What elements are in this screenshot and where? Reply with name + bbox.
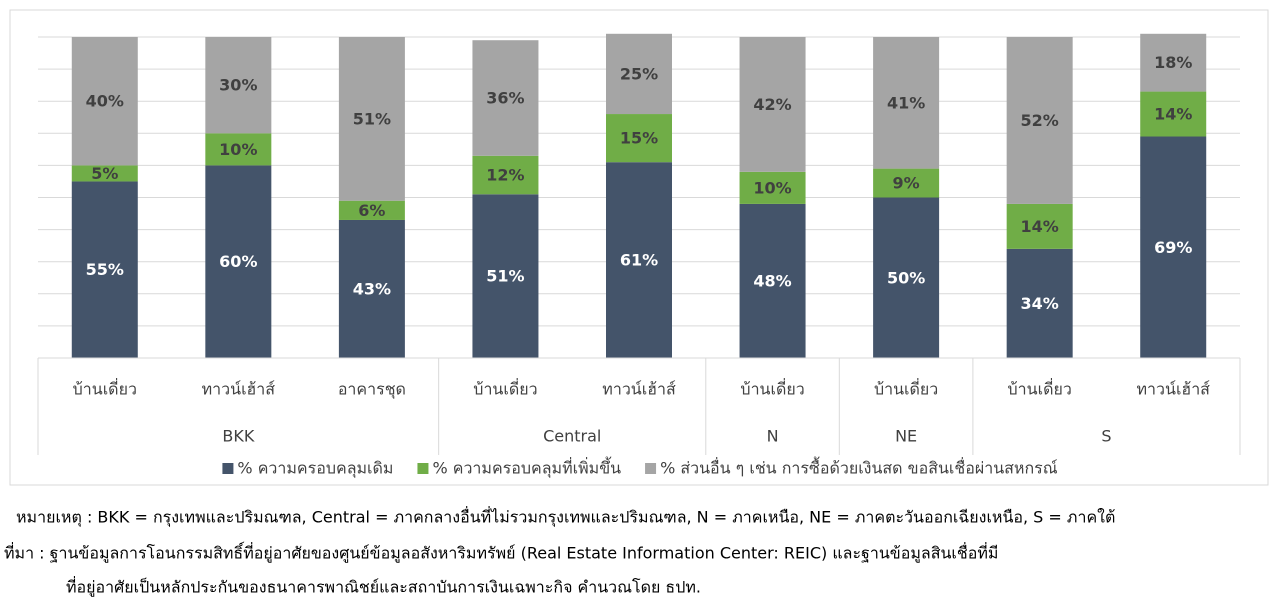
value-label: 25% — [620, 64, 658, 83]
x-tick-label: บ้านเดี่ยว — [473, 378, 537, 399]
value-label: 5% — [91, 164, 118, 183]
value-label: 43% — [353, 279, 391, 298]
bar-segment — [1140, 136, 1207, 358]
bar-segment — [1006, 37, 1073, 204]
x-tick-label: บ้านเดี่ยว — [73, 378, 137, 399]
group-label: N — [767, 427, 779, 446]
bar-segment — [338, 200, 405, 220]
group-label: BKK — [222, 427, 254, 446]
value-label: 34% — [1021, 294, 1059, 313]
value-label: 15% — [620, 129, 658, 148]
note: ที่มา : ฐานข้อมูลการโอนกรรมสิทธิ์ที่อยู่… — [4, 542, 998, 564]
value-label: 51% — [353, 109, 391, 128]
bar-segment — [472, 155, 539, 195]
bar-segment — [338, 37, 405, 201]
bar-segment — [1140, 91, 1207, 137]
value-label: 10% — [753, 178, 791, 197]
bar-segment — [606, 162, 672, 358]
value-label: 55% — [86, 260, 124, 279]
bar-segment — [739, 171, 806, 204]
bar-segment — [1140, 33, 1207, 92]
value-label: 42% — [753, 95, 791, 114]
bar-segment — [472, 40, 539, 156]
legend-label: % ส่วนอื่น ๆ เช่น การซื้อด้วยเงินสด ขอสิ… — [660, 457, 1058, 478]
bar-segment — [1006, 203, 1073, 249]
value-label: 36% — [486, 88, 524, 107]
value-label: 14% — [1154, 105, 1192, 124]
legend-swatch — [222, 463, 234, 474]
note: ที่อยู่อาศัยเป็นหลักประกันของธนาคารพาณิช… — [66, 576, 701, 598]
value-label: 69% — [1154, 238, 1192, 257]
bar-segment — [472, 194, 539, 358]
value-label: 18% — [1154, 53, 1192, 72]
value-label: 48% — [753, 271, 791, 290]
value-label: 51% — [486, 267, 524, 286]
x-tick-label: บ้านเดี่ยว — [874, 378, 938, 399]
bar-segment — [205, 37, 272, 134]
value-label: 40% — [86, 92, 124, 111]
value-label: 61% — [620, 251, 658, 270]
group-label: NE — [895, 427, 917, 446]
bar-segment — [205, 133, 272, 166]
bar-segment — [606, 33, 672, 115]
bar-segment — [71, 37, 138, 166]
x-tick-label: ทาวน์เฮ้าส์ — [1137, 380, 1211, 399]
x-tick-label: ทาวน์เฮ้าส์ — [202, 380, 276, 399]
x-tick-label: ทาวน์เฮ้าส์ — [602, 380, 676, 399]
x-tick-label: อาคารชุด — [338, 380, 406, 400]
group-label: Central — [543, 427, 601, 446]
bar-segment — [205, 165, 272, 358]
value-label: 14% — [1021, 217, 1059, 236]
value-label: 41% — [887, 93, 925, 112]
bar-segment — [873, 197, 940, 358]
legend-label: % ความครอบคลุมเดิม — [237, 459, 393, 479]
bar-segment — [1006, 248, 1073, 358]
value-label: 50% — [887, 268, 925, 287]
bar-segment — [739, 203, 806, 358]
legend-label: % ความครอบคลุมที่เพิ่มขึ้น — [432, 457, 621, 479]
bar-segment — [739, 37, 806, 172]
value-label: 6% — [358, 201, 385, 220]
value-label: 30% — [219, 76, 257, 95]
bar-segment — [71, 181, 138, 358]
note: หมายเหตุ : BKK = กรุงเทพและปริมณฑล, Cent… — [16, 506, 1115, 528]
legend-swatch — [645, 463, 657, 474]
value-label: 9% — [893, 174, 920, 193]
value-label: 60% — [219, 252, 257, 271]
bar-segment — [873, 168, 940, 198]
bar-segment — [338, 219, 405, 358]
legend-swatch — [417, 463, 429, 474]
value-label: 52% — [1021, 111, 1059, 130]
bar-segment — [606, 114, 672, 163]
x-tick-label: บ้านเดี่ยว — [1008, 378, 1072, 399]
bar-segment — [71, 165, 138, 182]
bar-segment — [873, 37, 940, 169]
value-label: 10% — [219, 140, 257, 159]
value-label: 12% — [486, 166, 524, 185]
x-tick-label: บ้านเดี่ยว — [740, 378, 804, 399]
group-label: S — [1101, 427, 1111, 446]
